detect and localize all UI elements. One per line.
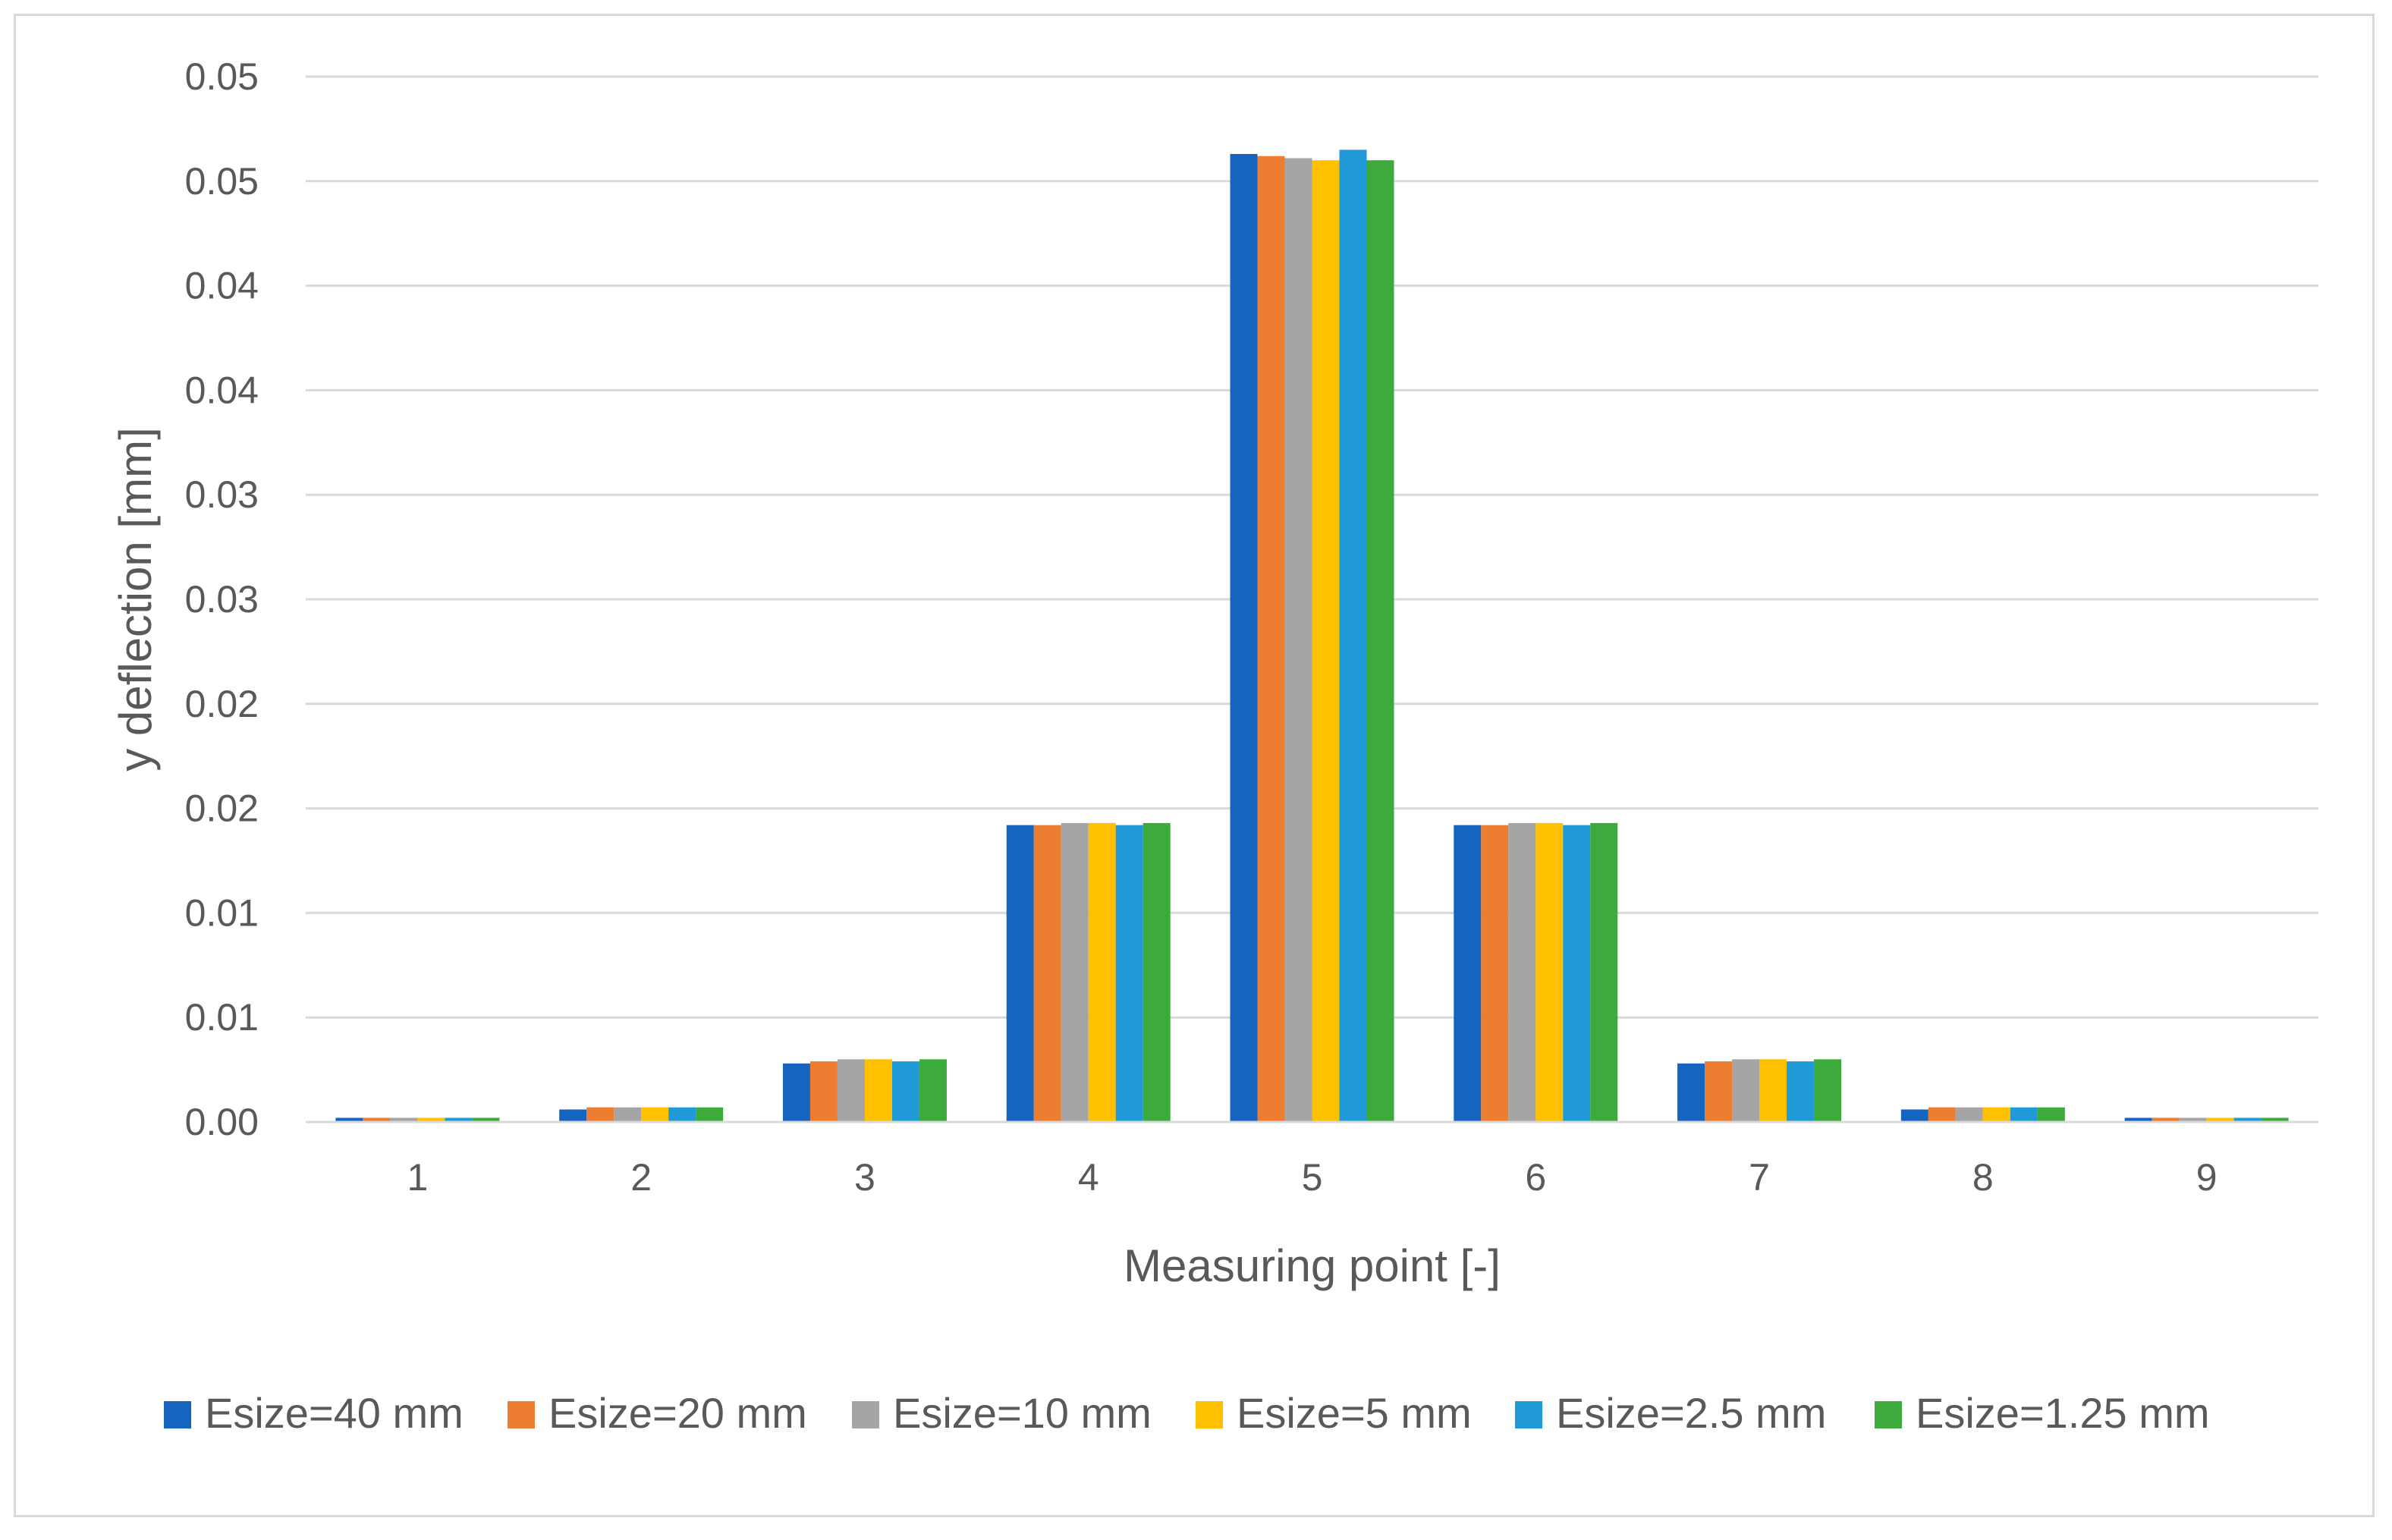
- chart-frame: 0.00 0.01 0.01 0.02 0.02 0.03 0.03 0.04 0.04 0.05…: [14, 14, 2375, 1517]
- bar: [782, 1063, 810, 1122]
- x-tick-label: 8: [1972, 1156, 1994, 1199]
- bar: [668, 1107, 696, 1122]
- y-tick-label: 0.01: [185, 996, 259, 1039]
- x-tick-label: 3: [854, 1156, 875, 1199]
- legend-swatch: [1515, 1401, 1542, 1428]
- x-tick-label: 9: [2196, 1156, 2218, 1199]
- y-tick-label: 0.00: [185, 1101, 259, 1143]
- y-tick-label: 0.05: [185, 160, 259, 203]
- bar: [641, 1107, 669, 1122]
- x-axis-title: Measuring point [-]: [1124, 1240, 1501, 1291]
- y-tick-label: 0.02: [185, 787, 259, 830]
- x-tick-label: 5: [1302, 1156, 1323, 1199]
- bar: [1759, 1059, 1787, 1122]
- bar: [586, 1107, 615, 1122]
- bar: [614, 1107, 642, 1122]
- bar: [1312, 160, 1340, 1123]
- legend-label: Esize=1.25 mm: [1916, 1389, 2210, 1437]
- bar: [335, 1117, 363, 1122]
- bar: [2124, 1117, 2152, 1122]
- y-tick-label: 0.04: [185, 265, 259, 307]
- bar: [1061, 822, 1089, 1122]
- legend-swatch: [852, 1401, 879, 1428]
- y-tick-label: 0.04: [185, 369, 259, 411]
- bar: [1454, 825, 1482, 1122]
- bar: [1928, 1107, 1956, 1122]
- bar: [1366, 160, 1394, 1123]
- bar: [809, 1061, 838, 1122]
- bar: [1900, 1109, 1928, 1122]
- bar: [1508, 822, 1536, 1122]
- x-tick-label: 2: [630, 1156, 652, 1199]
- bar: [2206, 1117, 2234, 1122]
- bar: [445, 1117, 473, 1122]
- bar: [417, 1117, 445, 1122]
- bar: [864, 1059, 892, 1122]
- bar: [2152, 1117, 2180, 1122]
- x-tick-label: 4: [1078, 1156, 1099, 1199]
- bar: [1955, 1107, 1983, 1122]
- bar: [1732, 1059, 1760, 1122]
- bar-chart: 0.00 0.01 0.01 0.02 0.02 0.03 0.03 0.04 0.04 0.05…: [110, 55, 2318, 1437]
- y-tick-labels: 0.00 0.01 0.01 0.02 0.02 0.03 0.03 0.04 0.04 0.05…: [185, 55, 259, 1143]
- bar: [919, 1059, 947, 1122]
- legend: Esize=40 mm Esize=20 mm Esize=10 mm Esize=5…: [164, 1389, 2210, 1437]
- y-tick-label: 0.03: [185, 578, 259, 621]
- bar: [2010, 1107, 2038, 1122]
- bar: [1982, 1107, 2010, 1122]
- bar: [1563, 825, 1591, 1122]
- bar: [1257, 156, 1285, 1122]
- legend-label: Esize=5 mm: [1237, 1389, 1472, 1437]
- bar: [1705, 1061, 1733, 1122]
- x-tick-labels: 1 2 3 4 5 6 7 8 9: [407, 1156, 2217, 1199]
- bars: [335, 149, 2289, 1123]
- bar: [1590, 822, 1618, 1122]
- x-tick-label: 1: [407, 1156, 428, 1199]
- y-tick-label: 0.02: [185, 683, 259, 725]
- bar: [559, 1109, 587, 1122]
- bar: [1230, 153, 1258, 1122]
- legend-label: Esize=2.5 mm: [1556, 1389, 1826, 1437]
- legend-swatch: [1196, 1401, 1223, 1428]
- legend-swatch: [1875, 1401, 1902, 1428]
- bar: [2261, 1117, 2289, 1122]
- bar: [2179, 1117, 2207, 1122]
- bar: [837, 1059, 865, 1122]
- bar: [1006, 825, 1034, 1122]
- bar: [390, 1117, 418, 1122]
- bar: [2233, 1117, 2262, 1122]
- bar: [363, 1117, 391, 1122]
- bar: [1481, 825, 1509, 1122]
- bar: [1115, 825, 1143, 1122]
- y-tick-label: 0.03: [185, 473, 259, 516]
- bar: [1787, 1061, 1815, 1122]
- x-tick-label: 6: [1525, 1156, 1546, 1199]
- bar: [1339, 149, 1367, 1123]
- bar: [1284, 158, 1312, 1122]
- bar: [472, 1117, 500, 1122]
- bar: [696, 1107, 724, 1122]
- legend-label: Esize=10 mm: [893, 1389, 1152, 1437]
- legend-swatch: [508, 1401, 535, 1428]
- bar: [1033, 825, 1061, 1122]
- y-tick-label: 0.05: [185, 55, 259, 98]
- bar: [1677, 1063, 1705, 1122]
- bar: [1535, 822, 1564, 1122]
- bar: [1088, 822, 1116, 1122]
- bar: [1814, 1059, 1842, 1122]
- bar: [1143, 822, 1171, 1122]
- bar: [2037, 1107, 2065, 1122]
- legend-swatch: [164, 1401, 191, 1428]
- bar: [891, 1061, 919, 1122]
- y-axis-title: y deflection [mm]: [110, 427, 161, 772]
- legend-label: Esize=20 mm: [548, 1389, 807, 1437]
- y-tick-label: 0.01: [185, 891, 259, 934]
- legend-label: Esize=40 mm: [205, 1389, 464, 1437]
- x-tick-label: 7: [1749, 1156, 1770, 1199]
